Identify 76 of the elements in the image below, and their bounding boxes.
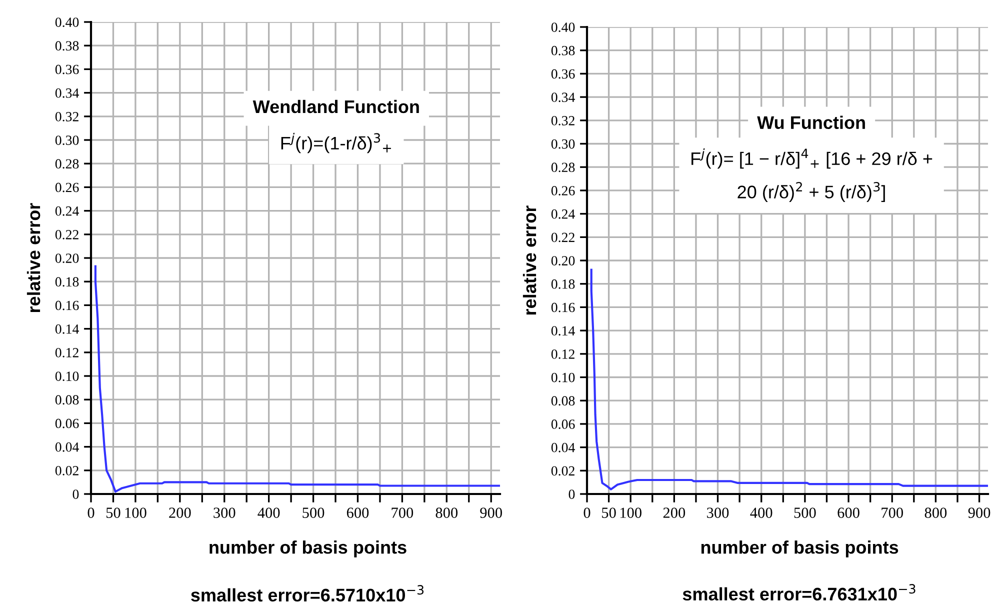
text: Wendland Function <box>252 100 419 114</box>
y-tick-label: 0.08 <box>551 396 575 406</box>
y-tick-label: 0.34 <box>551 92 575 102</box>
y-tick-label: 0.22 <box>55 230 78 240</box>
y-tick-label: 0.30 <box>551 139 575 149</box>
y-tick-label: 0.06 <box>551 420 575 429</box>
x-tick-label: 100 <box>125 508 146 518</box>
x-tick-label: 50 <box>106 508 120 518</box>
y-tick-label: 0.36 <box>55 64 79 74</box>
x-tick-label: 400 <box>750 508 772 518</box>
y-tick-label: 0.22 <box>551 232 574 242</box>
y-tick-label: 0.26 <box>551 186 575 196</box>
y-axis-title: relative error <box>522 206 536 315</box>
y-tick-label: 0.24 <box>551 209 575 219</box>
y-tick-label: 0.18 <box>551 279 575 289</box>
y-tick-label: 0.16 <box>55 300 79 310</box>
x-tick-label: 700 <box>392 508 414 518</box>
annotation: F$^{j}$(r)=(1-r/δ)$^{3}$$_{+}$ <box>281 132 391 154</box>
y-tick-label: 0.32 <box>551 116 574 126</box>
x-tick-label: 400 <box>258 508 280 518</box>
y-tick-label: 0.38 <box>55 41 79 51</box>
x-tick-label: 700 <box>882 508 903 518</box>
y-tick-label: 0.26 <box>55 182 79 192</box>
y-tick-label: 0.06 <box>55 418 79 428</box>
x-tick-label: 200 <box>169 508 191 518</box>
x-axis-title: number of basis points <box>701 540 898 558</box>
x-tick-label: 0 <box>88 508 94 518</box>
y-tick-label: 0.28 <box>551 162 575 172</box>
y-tick-label: 0.32 <box>55 112 78 122</box>
y-tick-label: 0.12 <box>55 348 78 358</box>
y-tick-label: 0.24 <box>55 206 79 216</box>
y-tick-label: 0.08 <box>55 395 79 405</box>
y-tick-label: 0.20 <box>55 254 79 264</box>
x-axis-title: number of basis points <box>210 540 406 558</box>
x-tick-label: 0 <box>584 508 590 518</box>
line-series <box>590 268 988 490</box>
y-tick-label: 0.14 <box>551 326 575 336</box>
y-tick-label: 0.16 <box>551 302 575 312</box>
text: smallest error=6.7631x10$^{−3}$ <box>682 584 916 601</box>
x-tick-label: 100 <box>620 508 642 518</box>
y-tick-label: 0.18 <box>55 277 79 287</box>
line-series <box>94 265 500 493</box>
y-tick-label: 0.40 <box>55 18 79 28</box>
text: F$^{j}$(r)= [1 − r/δ]$^{4}$$_{+}$ [16 + 29 r/δ + 20 (r/δ)$^{2}$ + 5 (r/δ)$^{3}$] <box>692 148 932 202</box>
y-tick-label: 0 <box>568 490 575 499</box>
y-tick-label: 0.20 <box>551 256 575 266</box>
y-tick-label: 0.12 <box>551 349 574 359</box>
y-tick-label: 0.10 <box>551 372 575 382</box>
y-tick-label: 0.28 <box>55 159 79 169</box>
y-tick-label: 0.02 <box>55 466 78 476</box>
x-tick-label: 200 <box>663 508 686 518</box>
x-tick-label: 800 <box>436 508 458 518</box>
x-tick-label: 900 <box>480 508 502 518</box>
text: smallest error=6.5710x10$^{−3}$ <box>191 585 424 602</box>
x-tick-label: 600 <box>346 508 369 518</box>
y-tick-label: 0.34 <box>55 88 79 98</box>
y-axis-title: relative error <box>26 203 40 312</box>
x-tick-label: 900 <box>968 508 990 518</box>
x-tick-label: 300 <box>214 508 236 518</box>
x-tick-label: 300 <box>707 508 729 518</box>
y-tick-label: 0.30 <box>55 136 79 146</box>
y-tick-label: 0.40 <box>551 22 575 32</box>
x-tick-label: 50 <box>602 508 616 518</box>
x-tick-label: 800 <box>924 508 947 518</box>
y-tick-label: 0.36 <box>551 69 575 79</box>
y-tick-label: 0 <box>72 490 79 499</box>
y-tick-label: 0.10 <box>55 372 79 382</box>
text: Wu Function <box>757 116 865 129</box>
y-tick-label: 0.14 <box>55 324 79 334</box>
x-tick-label: 500 <box>302 508 324 518</box>
y-tick-label: 0.38 <box>551 46 575 56</box>
y-tick-label: 0.02 <box>551 466 574 476</box>
x-tick-label: 600 <box>838 508 860 518</box>
y-tick-label: 0.04 <box>55 442 79 452</box>
x-tick-label: 500 <box>794 508 816 518</box>
y-tick-label: 0.04 <box>551 442 575 452</box>
